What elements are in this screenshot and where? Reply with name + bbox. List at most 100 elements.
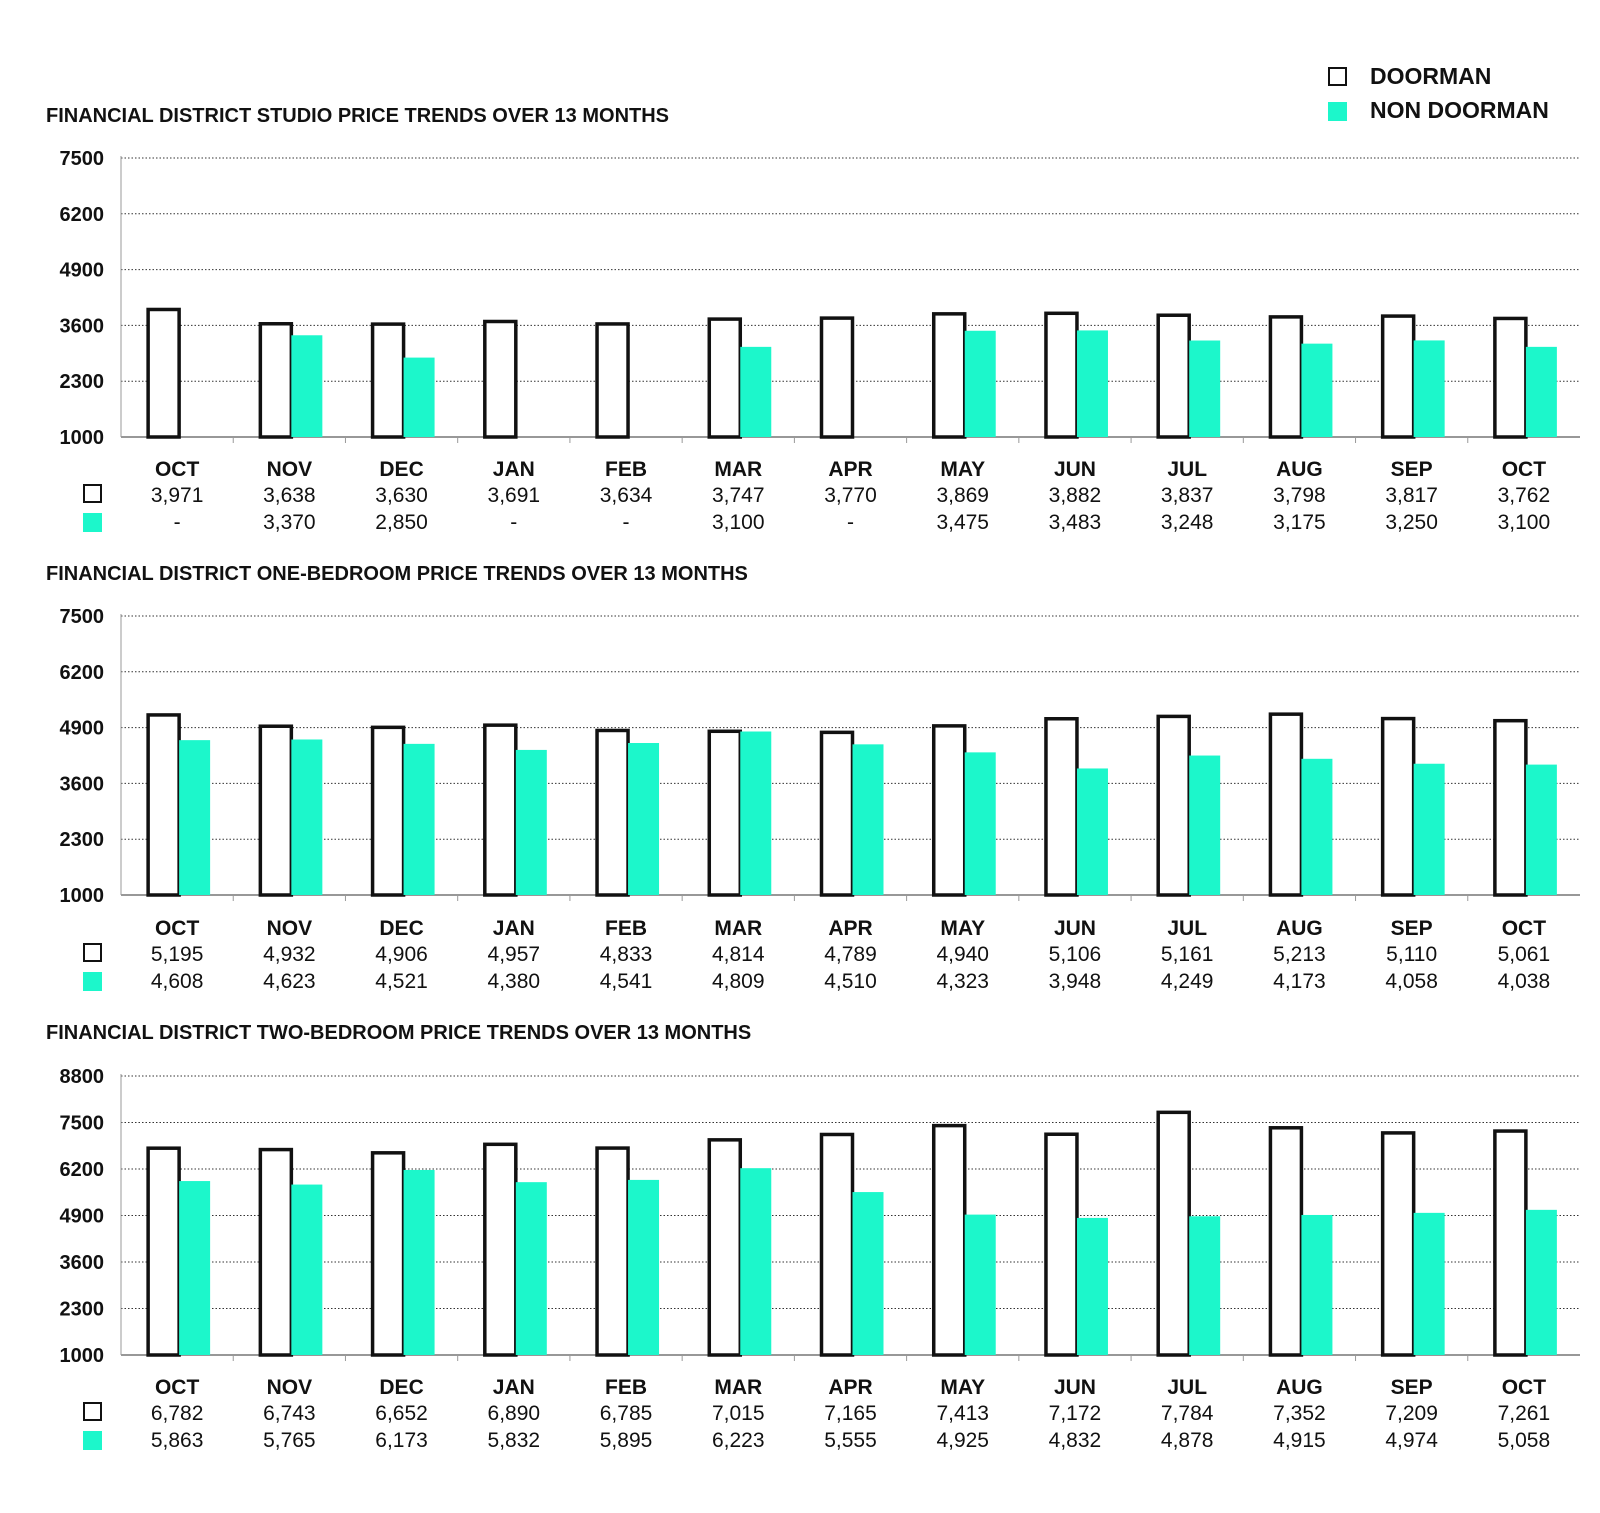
data-label-doorman: 7,209 — [1385, 1402, 1438, 1425]
category-label: JAN — [493, 458, 535, 481]
category-label: OCT — [1502, 917, 1547, 940]
data-label-doorman: 6,785 — [600, 1402, 653, 1425]
y-tick-label: 1000 — [60, 1345, 105, 1367]
bar-doorman — [483, 723, 518, 897]
bar-doorman — [931, 1123, 967, 1357]
legend-doorman-swatch — [1328, 67, 1347, 86]
category-label: JAN — [493, 917, 535, 940]
category-label: JUN — [1054, 917, 1096, 940]
data-label-doorman: 4,957 — [488, 943, 541, 966]
bar-non-doorman — [740, 346, 772, 437]
bar-non-doorman — [1076, 768, 1108, 895]
data-label-doorman: 3,882 — [1049, 484, 1102, 507]
data-label-doorman: 5,213 — [1273, 943, 1326, 966]
data-label-doorman: 7,261 — [1498, 1402, 1551, 1425]
data-label-non-doorman: 4,608 — [151, 970, 204, 993]
data-label-doorman: 7,413 — [936, 1402, 989, 1425]
bar-non-doorman — [1413, 340, 1445, 437]
data-label-doorman: 3,638 — [263, 484, 316, 507]
bar-non-doorman — [1301, 343, 1333, 437]
bar-doorman — [707, 729, 743, 897]
bar-doorman — [370, 322, 406, 439]
category-label: SEP — [1391, 458, 1433, 481]
y-tick-label: 4900 — [60, 718, 105, 740]
bar-doorman — [819, 730, 855, 897]
data-label-doorman: 4,932 — [263, 943, 316, 966]
bar-doorman — [1380, 314, 1416, 439]
bar-doorman — [931, 724, 967, 897]
data-label-non-doorman: 4,323 — [936, 970, 989, 993]
category-label: NOV — [267, 1376, 313, 1399]
bar-doorman — [595, 1146, 630, 1357]
bar-non-doorman — [852, 744, 884, 895]
category-label: DEC — [379, 917, 423, 940]
data-label-non-doorman: 3,175 — [1273, 511, 1326, 534]
category-label: JUN — [1054, 1376, 1096, 1399]
data-label-doorman: 5,195 — [151, 943, 204, 966]
data-label-non-doorman: 3,370 — [263, 511, 316, 534]
data-label-doorman: 6,652 — [375, 1402, 428, 1425]
bar-non-doorman — [179, 1181, 211, 1355]
data-label-doorman: 4,789 — [824, 943, 877, 966]
data-label-non-doorman: 3,100 — [1498, 511, 1551, 534]
data-label-doorman: 7,352 — [1273, 1402, 1326, 1425]
bar-doorman — [819, 1132, 855, 1357]
data-label-non-doorman: 3,948 — [1049, 970, 1102, 993]
chart-panel-1: FINANCIAL DISTRICT STUDIO PRICE TRENDS O… — [46, 105, 1580, 534]
category-label: DEC — [379, 1376, 423, 1399]
category-label: APR — [828, 1376, 872, 1399]
bar-non-doorman — [515, 749, 547, 895]
data-label-non-doorman: 4,038 — [1498, 970, 1551, 993]
data-label-non-doorman: 4,541 — [600, 970, 653, 993]
bar-doorman — [483, 1142, 518, 1357]
bar-non-doorman — [179, 740, 211, 895]
chart-panel-2: FINANCIAL DISTRICT ONE-BEDROOM PRICE TRE… — [46, 563, 1580, 993]
bar-doorman — [1268, 1126, 1304, 1357]
y-tick-label: 6200 — [60, 1159, 105, 1181]
data-label-doorman: 3,869 — [936, 484, 989, 507]
bar-non-doorman — [1525, 764, 1557, 895]
bar-doorman — [1493, 1129, 1528, 1357]
category-label: AUG — [1276, 917, 1323, 940]
data-label-doorman: 3,691 — [488, 484, 541, 507]
row-marker-doorman — [83, 1402, 102, 1421]
y-tick-label: 1000 — [60, 427, 105, 449]
data-label-doorman: 3,630 — [375, 484, 428, 507]
data-label-non-doorman: 3,100 — [712, 511, 765, 534]
y-tick-label: 2300 — [60, 829, 105, 851]
category-label: AUG — [1276, 1376, 1323, 1399]
bar-doorman — [1268, 315, 1304, 439]
data-label-non-doorman: 5,058 — [1498, 1429, 1551, 1452]
category-label: MAY — [940, 458, 985, 481]
chart-title: FINANCIAL DISTRICT ONE-BEDROOM PRICE TRE… — [46, 563, 748, 585]
data-label-non-doorman: 4,974 — [1385, 1429, 1438, 1452]
bar-non-doorman — [403, 1169, 435, 1355]
bar-non-doorman — [1301, 1214, 1333, 1355]
category-label: FEB — [605, 1376, 647, 1399]
category-label: JAN — [493, 1376, 535, 1399]
category-label: OCT — [155, 1376, 200, 1399]
data-label-doorman: 3,747 — [712, 484, 765, 507]
category-label: OCT — [155, 458, 200, 481]
y-tick-label: 3600 — [60, 1252, 105, 1274]
category-label: JUL — [1167, 917, 1207, 940]
data-label-doorman: 7,172 — [1049, 1402, 1102, 1425]
data-label-doorman: 6,890 — [488, 1402, 541, 1425]
chart-title: FINANCIAL DISTRICT TWO-BEDROOM PRICE TRE… — [46, 1022, 751, 1044]
bar-doorman — [370, 1151, 406, 1357]
data-label-doorman: 5,110 — [1386, 943, 1437, 966]
data-label-non-doorman: 4,058 — [1385, 970, 1438, 993]
data-label-non-doorman: 3,483 — [1049, 511, 1102, 534]
bar-doorman — [258, 322, 294, 439]
legend-non-doorman-label: NON DOORMAN — [1370, 97, 1549, 123]
bar-non-doorman — [852, 1192, 884, 1355]
data-label-non-doorman: 2,850 — [375, 511, 428, 534]
data-label-doorman: 5,061 — [1498, 943, 1551, 966]
data-label-doorman: 4,833 — [600, 943, 653, 966]
bar-doorman — [258, 724, 294, 897]
data-label-doorman: 4,906 — [375, 943, 428, 966]
data-label-doorman: 3,837 — [1161, 484, 1214, 507]
data-label-non-doorman: - — [623, 511, 630, 534]
bar-non-doorman — [403, 743, 435, 895]
data-label-non-doorman: 5,832 — [488, 1429, 541, 1452]
